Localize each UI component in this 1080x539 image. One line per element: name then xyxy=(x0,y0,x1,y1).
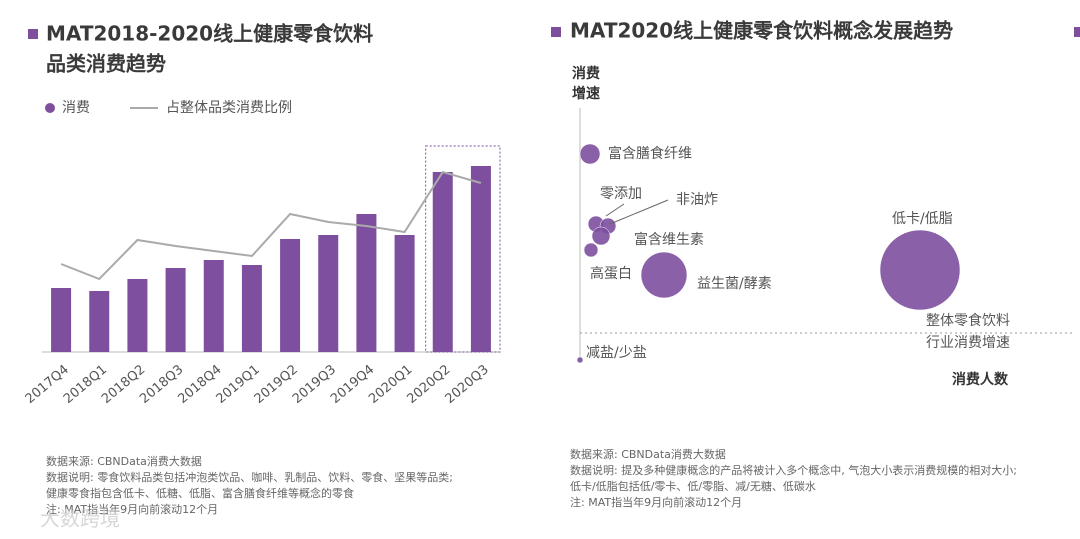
bubble-label: 富含膳食纤维 xyxy=(608,145,692,162)
chart-title: 品类消费趋势 xyxy=(46,52,166,76)
bubble-label: 富含维生素 xyxy=(634,231,704,248)
note: 数据说明: 零食饮料品类包括冲泡类饮品、咖啡、乳制品、饮料、零食、坚果等品类; xyxy=(46,470,453,484)
x-tick-label: 2020Q3 xyxy=(443,362,492,407)
bar xyxy=(394,235,415,352)
title-marker xyxy=(551,27,561,37)
bubble xyxy=(879,229,961,311)
bar xyxy=(127,279,148,352)
bar xyxy=(165,268,186,352)
chart-title: MAT2018-2020线上健康零食饮料 xyxy=(46,22,373,46)
bubble xyxy=(640,251,688,299)
leader-line xyxy=(605,203,625,217)
x-axis-label: 消费人数 xyxy=(952,371,1009,388)
legend-label: 消费 xyxy=(62,100,90,116)
bubble-label: 低卡/低脂 xyxy=(892,211,953,227)
bubble xyxy=(576,356,584,364)
bar xyxy=(241,265,262,352)
bar xyxy=(203,260,224,352)
note: 数据来源: CBNData消费大数据 xyxy=(570,447,726,461)
bar xyxy=(318,235,339,352)
bubble-label: 零添加 xyxy=(600,186,642,202)
note: 注: MAT指当年9月向前滚动12个月 xyxy=(46,502,218,516)
note: 健康零食指包含低卡、低糖、低脂、富含膳食纤维等概念的零食 xyxy=(46,486,354,500)
note: 注: MAT指当年9月向前滚动12个月 xyxy=(570,495,742,509)
bubble xyxy=(591,226,611,246)
title-marker xyxy=(28,29,38,39)
bubble-label: 非油炸 xyxy=(676,192,718,208)
bar xyxy=(89,291,110,352)
legend-marker xyxy=(45,103,55,113)
y-axis-label: 增速 xyxy=(572,85,600,102)
watermark: 大数跨境 xyxy=(40,507,120,531)
title-marker xyxy=(1074,27,1080,37)
bar xyxy=(356,214,377,352)
bubble-label: 益生菌/酵素 xyxy=(697,276,772,292)
legend-label: 占整体品类消费比例 xyxy=(166,100,292,116)
chart-title: MAT2020线上健康零食饮料概念发展趋势 xyxy=(570,19,953,43)
leader-line xyxy=(609,199,669,225)
line xyxy=(60,170,482,281)
bar xyxy=(470,166,491,352)
bubble-label: 减盐/少盐 xyxy=(586,345,647,361)
y-axis-label: 消费 xyxy=(572,65,600,82)
bubble xyxy=(583,242,599,258)
bubble-label: 高蛋白 xyxy=(590,265,632,282)
bar xyxy=(51,288,72,352)
bar xyxy=(432,172,453,352)
reference-label: 整体零食饮料 xyxy=(926,312,1010,329)
reference-label: 行业消费增速 xyxy=(926,335,1010,351)
bubble xyxy=(579,143,601,165)
note: 数据说明: 提及多种健康概念的产品将被计入多个概念中, 气泡大小表示消费规模的相… xyxy=(570,463,1017,477)
note: 低卡/低脂包括低/零卡、低/零脂、减/无糖、低碳水 xyxy=(570,479,816,493)
highlight-box xyxy=(425,145,501,353)
bar xyxy=(280,239,301,352)
note: 数据来源: CBNData消费大数据 xyxy=(46,454,202,468)
